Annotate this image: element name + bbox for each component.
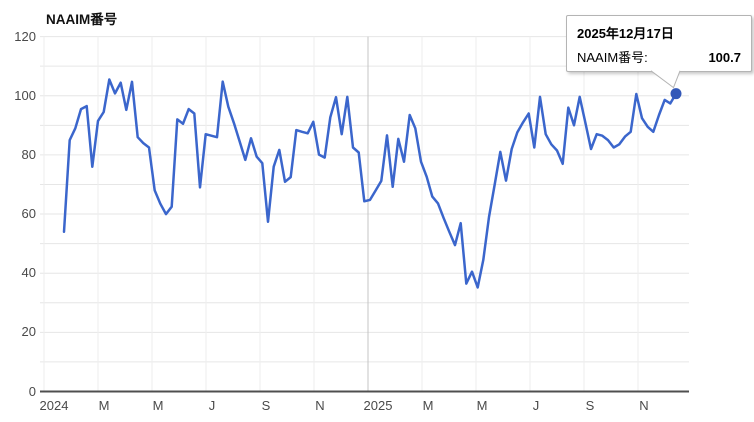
- y-axis-tick-label: 120: [14, 28, 36, 44]
- tooltip-date: 2025年12月17日: [577, 26, 674, 41]
- tooltip: 2025年12月17日 NAAIM番号: 100.7: [566, 15, 752, 72]
- x-axis-tick-label: M: [476, 398, 488, 413]
- x-axis-tick-label: M: [422, 398, 434, 413]
- x-axis-tick-label: N: [639, 398, 649, 413]
- data-series-line[interactable]: [62, 78, 678, 289]
- chart-title: NAAIM番号: [46, 12, 118, 27]
- x-axis-tick-label: S: [585, 398, 595, 413]
- x-axis-tick-label: M: [98, 398, 110, 413]
- x-axis-tick-label: N: [315, 398, 325, 413]
- tooltip-value: 100.7: [708, 50, 741, 65]
- y-axis-tick-label: 40: [21, 265, 36, 281]
- x-axis-tick-label: J: [532, 398, 540, 413]
- x-axis-tick-label: S: [261, 398, 271, 413]
- x-axis-tick-label: 2024: [39, 398, 69, 413]
- tooltip-row: NAAIM番号: 100.7: [577, 47, 741, 66]
- y-axis-tick-label: 20: [21, 324, 36, 340]
- data-point-marker[interactable]: [670, 88, 682, 100]
- y-axis-tick-label: 60: [21, 206, 36, 222]
- x-axis-tick-label: J: [208, 398, 216, 413]
- tooltip-series-label: NAAIM番号:: [577, 50, 648, 65]
- x-axis-tick-label: 2025: [363, 398, 393, 413]
- y-axis-tick-label: 100: [14, 87, 36, 103]
- y-axis-tick-label: 80: [21, 146, 36, 162]
- y-axis-tick-label: 0: [28, 383, 36, 399]
- x-axis-tick-label: M: [152, 398, 164, 413]
